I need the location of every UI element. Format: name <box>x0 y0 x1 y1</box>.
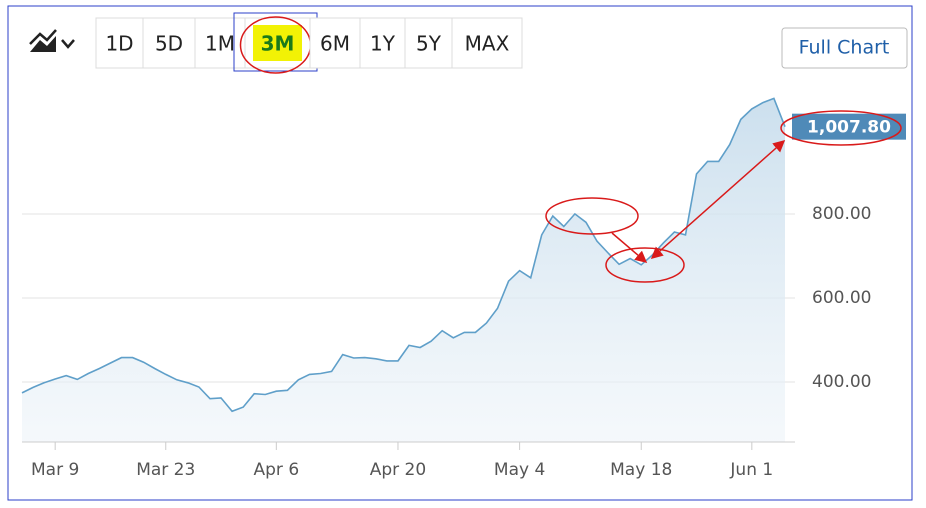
annotation-circle <box>780 110 902 146</box>
range-button[interactable] <box>404 17 453 69</box>
annotation-arrow <box>650 140 786 259</box>
x-tick-label: Jun 1 <box>729 460 773 480</box>
x-tick-label: Apr 6 <box>254 460 300 480</box>
range-label[interactable]: MAX <box>465 32 510 56</box>
active-highlight <box>253 25 302 61</box>
range-button[interactable] <box>95 17 144 69</box>
range-label[interactable]: 5Y <box>416 32 442 56</box>
annotation-arrow <box>611 232 648 263</box>
range-button[interactable] <box>309 17 361 69</box>
range-label[interactable]: 3M <box>261 32 295 56</box>
last-value-label: 1,007.80 <box>807 118 891 138</box>
x-tick-label: May 4 <box>494 460 545 480</box>
y-tick-label: 800.00 <box>812 204 871 224</box>
x-tick-label: Mar 9 <box>31 460 79 480</box>
area-fill <box>22 98 785 443</box>
range-label[interactable]: 5D <box>155 32 183 56</box>
annotation-circle <box>545 197 639 235</box>
full-chart-button[interactable] <box>781 27 908 69</box>
chart-type-icon[interactable] <box>29 29 75 52</box>
range-label[interactable]: 6M <box>320 32 350 56</box>
y-tick-label: 600.00 <box>812 288 871 308</box>
x-tick-label: May 18 <box>610 460 672 480</box>
x-tick-label: Apr 20 <box>370 460 426 480</box>
range-button[interactable] <box>142 17 196 69</box>
full-chart-label[interactable]: Full Chart <box>799 37 890 59</box>
range-label[interactable]: 1M <box>205 32 235 56</box>
range-label[interactable]: 1Y <box>370 32 396 56</box>
range-button[interactable] <box>194 17 246 69</box>
range-button[interactable] <box>451 17 523 69</box>
annotation-circle <box>605 247 685 283</box>
y-tick-label: 400.00 <box>812 372 871 392</box>
x-tick-label: Mar 23 <box>136 460 195 480</box>
range-label[interactable]: 1D <box>105 32 133 56</box>
range-button[interactable] <box>359 17 406 69</box>
last-value-box <box>792 113 906 140</box>
